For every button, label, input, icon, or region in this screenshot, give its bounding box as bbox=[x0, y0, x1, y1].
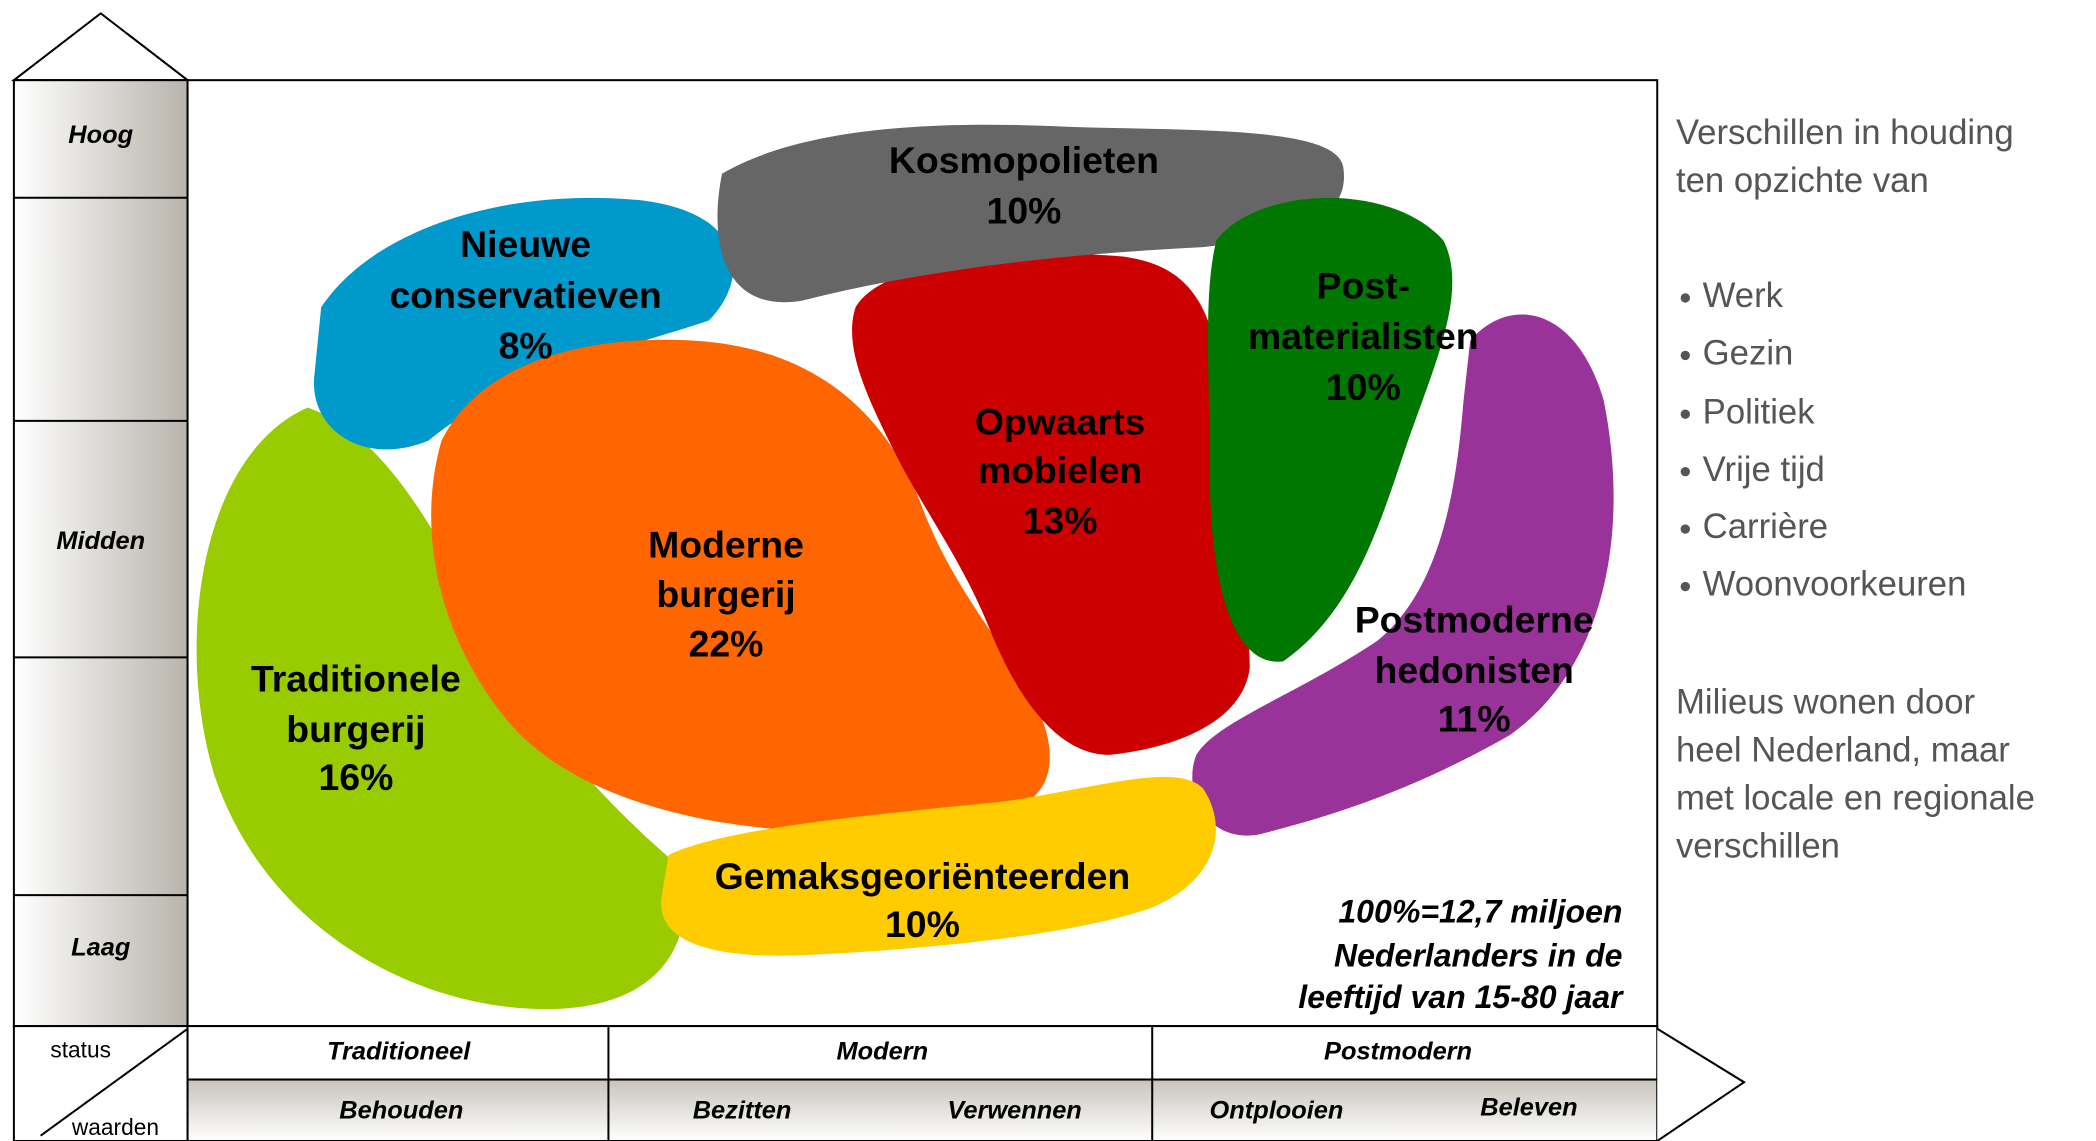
column-label: Behouden bbox=[339, 1096, 463, 1124]
bullet bbox=[1680, 293, 1690, 303]
row-label: Midden bbox=[56, 527, 145, 555]
row-label: Hoog bbox=[68, 121, 133, 149]
column-label: Modern bbox=[837, 1038, 929, 1066]
bullet bbox=[1680, 524, 1690, 534]
footnote: Nederlanders in de bbox=[1334, 937, 1623, 973]
milieu-share: 22% bbox=[689, 623, 764, 665]
side-text: ten opzichte van bbox=[1676, 162, 1929, 200]
milieu-name: materialisten bbox=[1248, 315, 1479, 357]
bullet bbox=[1680, 350, 1690, 361]
milieu-name: hedonisten bbox=[1374, 649, 1573, 691]
side-bullet: Gezin bbox=[1703, 335, 1794, 373]
milieu-share: 10% bbox=[885, 903, 960, 945]
side-bullet: Werk bbox=[1703, 277, 1784, 315]
corner-label: waarden bbox=[71, 1114, 159, 1140]
milieu-name: Postmoderne bbox=[1355, 598, 1594, 640]
column-label: Verwennen bbox=[947, 1096, 1081, 1124]
milieu-name: mobielen bbox=[978, 449, 1142, 491]
side-text: Verschillen in houding bbox=[1676, 114, 2014, 152]
milieu-share: 10% bbox=[987, 190, 1062, 232]
side-text: met locale en regionale bbox=[1676, 779, 2035, 817]
milieu-name: Gemaksgeoriënteerden bbox=[715, 855, 1131, 897]
milieu-name: Traditionele bbox=[251, 657, 461, 699]
milieu-name: Post- bbox=[1317, 264, 1410, 306]
milieu-name: burgerij bbox=[656, 573, 795, 615]
row-label: Laag bbox=[71, 933, 131, 961]
milieu-name: conservatieven bbox=[389, 274, 661, 316]
column-label: Bezitten bbox=[693, 1096, 792, 1124]
side-bullet: Carrière bbox=[1703, 508, 1828, 546]
footnote: 100%=12,7 miljoen bbox=[1338, 893, 1622, 929]
side-text: heel Nederland, maar bbox=[1676, 731, 2010, 769]
bullet bbox=[1680, 581, 1690, 592]
milieu-share: 11% bbox=[1438, 697, 1511, 739]
bullet bbox=[1680, 466, 1690, 477]
side-bullet: Woonvoorkeuren bbox=[1703, 566, 1967, 604]
milieu-name: burgerij bbox=[286, 708, 425, 750]
milieu-share: 8% bbox=[499, 325, 553, 367]
milieu-share: 16% bbox=[318, 756, 393, 798]
side-text: Milieus wonen door bbox=[1676, 683, 1975, 721]
column-label: Postmodern bbox=[1324, 1038, 1472, 1066]
side-bullet: Politiek bbox=[1703, 393, 1816, 431]
milieu-name: Kosmopolieten bbox=[889, 139, 1159, 181]
footnote: leeftijd van 15-80 jaar bbox=[1298, 979, 1624, 1015]
milieu-name: Nieuwe bbox=[460, 223, 591, 265]
column-label: Beleven bbox=[1480, 1094, 1577, 1122]
column-label: Ontplooien bbox=[1210, 1096, 1344, 1124]
milieu-share: 13% bbox=[1023, 500, 1098, 542]
milieu-name: Moderne bbox=[648, 524, 804, 566]
corner-label: status bbox=[50, 1036, 111, 1062]
bullet bbox=[1680, 409, 1690, 419]
column-label: Traditioneel bbox=[327, 1038, 471, 1066]
side-text: verschillen bbox=[1676, 828, 1840, 866]
milieu-share: 10% bbox=[1326, 366, 1401, 408]
milieu-name: Opwaarts bbox=[975, 401, 1145, 443]
side-bullet: Vrije tijd bbox=[1703, 451, 1825, 489]
milieu-shapes bbox=[196, 124, 1614, 1010]
